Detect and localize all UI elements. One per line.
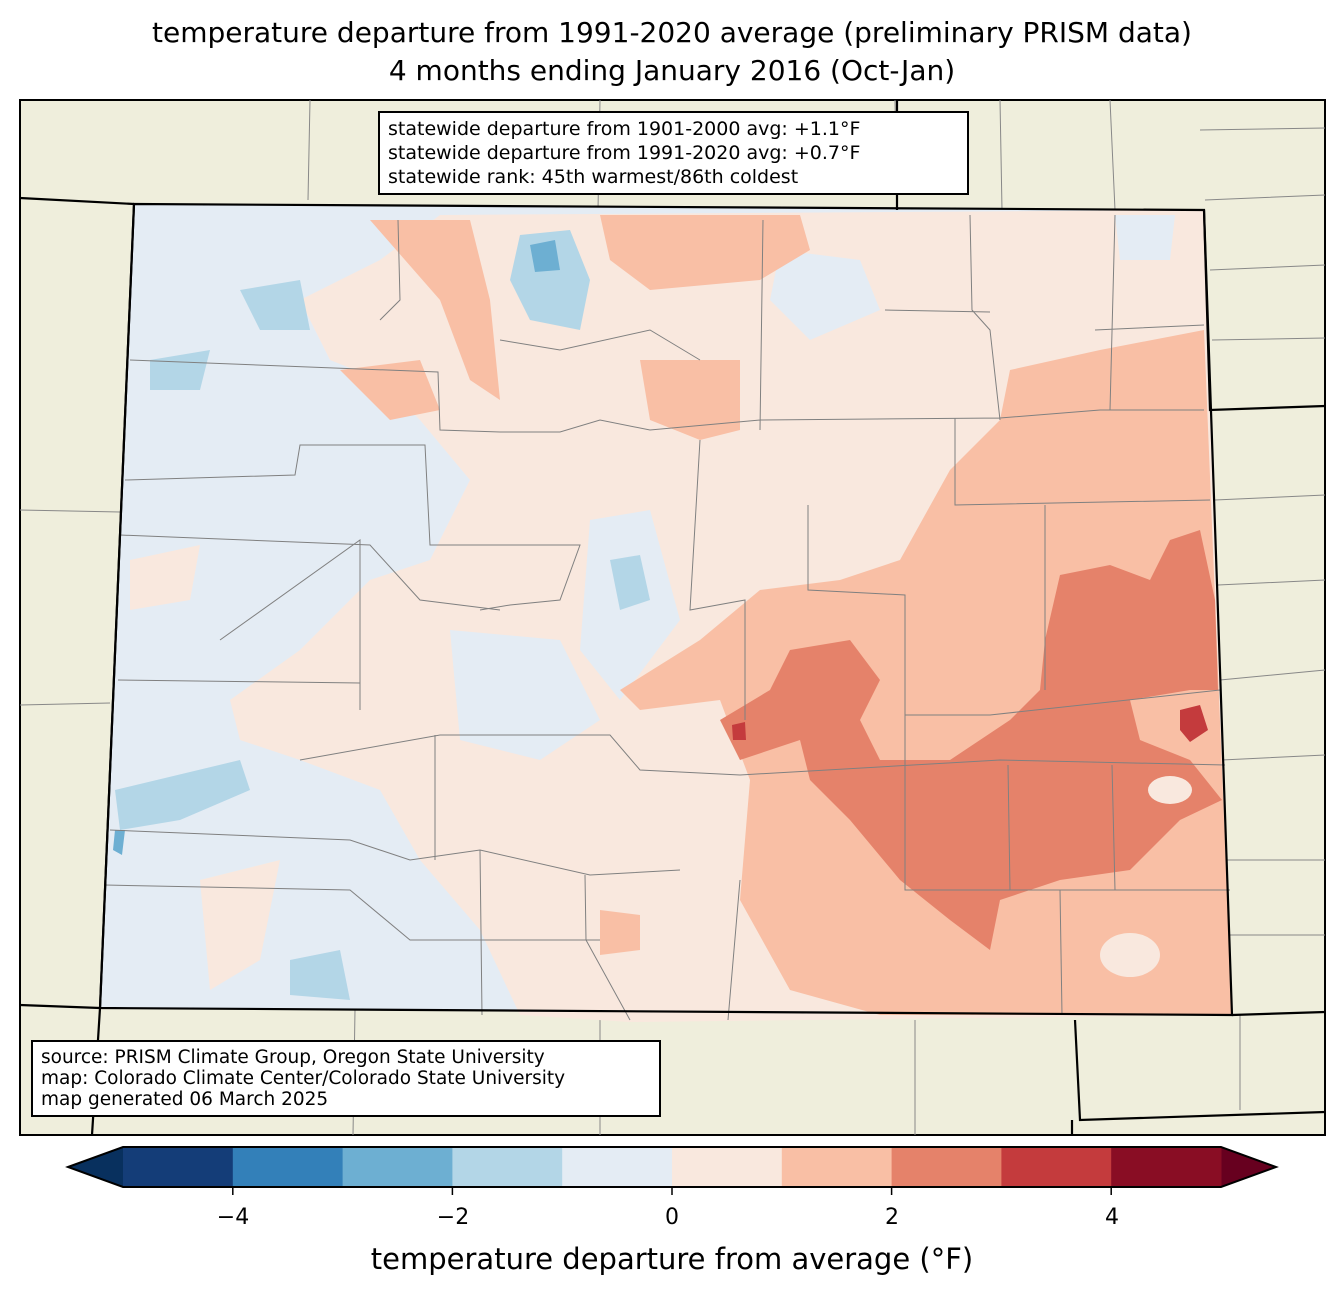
contour-1-to-2 xyxy=(340,215,810,955)
colorbar-label: temperature departure from average (°F) xyxy=(370,1242,974,1276)
contour-0-to-1 xyxy=(1100,933,1160,977)
contour-0-to-1 xyxy=(1148,776,1192,804)
colorbar-bin xyxy=(342,1147,453,1187)
statewide-stats-box: statewide departure from 1901-2000 avg: … xyxy=(378,111,969,195)
contour-minus1-to-0 xyxy=(450,215,1175,760)
map-credit-line: map: Colorado Climate Center/Colorado St… xyxy=(41,1068,566,1089)
colorbar-tick-label: 0 xyxy=(665,1205,679,1230)
source-line: source: PRISM Climate Group, Oregon Stat… xyxy=(41,1047,545,1068)
colorbar-outline xyxy=(65,1146,1279,1188)
colorbar-bin xyxy=(781,1147,893,1187)
map-subtitle: 4 months ending January 2016 (Oct-Jan) xyxy=(388,54,956,87)
colorbar-tick-label: −4 xyxy=(216,1205,250,1230)
colorbar-bin xyxy=(232,1147,344,1187)
colorbar xyxy=(65,1146,1279,1195)
colorbar-bin xyxy=(1111,1147,1222,1187)
source-box: source: PRISM Climate Group, Oregon Stat… xyxy=(31,1040,661,1117)
colorbar-bin xyxy=(672,1147,783,1187)
stat-departure-1901-2000: statewide departure from 1901-2000 avg: … xyxy=(388,118,861,140)
colorbar-bin xyxy=(891,1147,1002,1187)
colorbar-tick-label: −2 xyxy=(436,1205,470,1230)
stat-departure-1991-2020: statewide departure from 1991-2020 avg: … xyxy=(388,142,861,164)
colorbar-bin xyxy=(452,1147,563,1187)
stat-rank: statewide rank: 45th warmest/86th coldes… xyxy=(388,166,799,188)
colorbar-tick-label: 2 xyxy=(885,1205,899,1230)
colorbar-over-arrow xyxy=(1221,1147,1276,1187)
colorbar-tick-label: 4 xyxy=(1105,1205,1119,1230)
colorbar-under-arrow xyxy=(68,1147,123,1187)
contour-0-to-1 xyxy=(130,545,280,990)
map-title: temperature departure from 1991-2020 ave… xyxy=(152,16,1192,49)
generated-date-line: map generated 06 March 2025 xyxy=(41,1089,329,1110)
departure-contours xyxy=(113,210,1232,1022)
colorbar-bin xyxy=(123,1147,234,1187)
county-lines xyxy=(104,214,1230,1021)
colorbar-bin xyxy=(1001,1147,1112,1187)
contour-2-to-3 xyxy=(720,530,1222,950)
colorbar-bin xyxy=(562,1147,673,1187)
